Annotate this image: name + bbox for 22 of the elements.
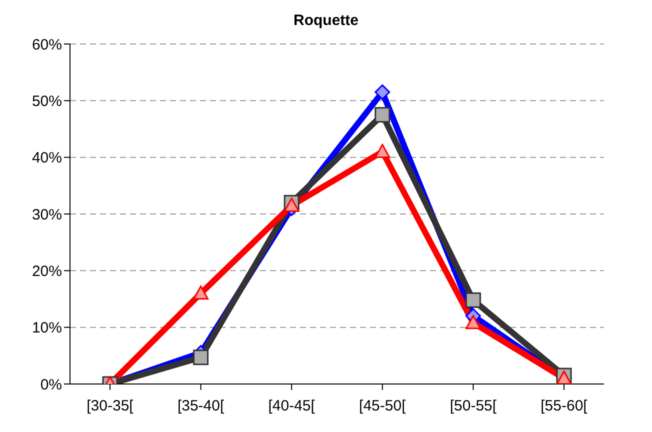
x-tick-label: [45-50[ bbox=[359, 398, 407, 415]
y-tick-label: 50% bbox=[32, 92, 62, 110]
y-tick-label: 20% bbox=[32, 262, 62, 280]
y-tick-label: 10% bbox=[32, 320, 62, 337]
y-tick-label: 40% bbox=[32, 150, 62, 167]
point bbox=[374, 107, 390, 123]
x-tick-label: [30-35[ bbox=[86, 398, 134, 415]
y-tick-label: 30% bbox=[32, 206, 62, 224]
chart-title: Roquette bbox=[292, 11, 360, 31]
x-tick-label: [55-60[ bbox=[540, 398, 588, 415]
x-tick-label: [50-55[ bbox=[450, 398, 498, 415]
point bbox=[374, 84, 390, 100]
y-tick-label: 0% bbox=[40, 376, 62, 394]
point bbox=[465, 292, 481, 308]
x-tick-label: [35-40[ bbox=[177, 398, 225, 415]
point bbox=[193, 350, 209, 366]
point bbox=[374, 144, 390, 158]
point bbox=[193, 286, 209, 300]
point bbox=[465, 315, 481, 330]
point bbox=[284, 198, 300, 212]
x-tick-label: [40-45[ bbox=[268, 398, 316, 415]
y-tick-label: 60% bbox=[32, 36, 62, 54]
